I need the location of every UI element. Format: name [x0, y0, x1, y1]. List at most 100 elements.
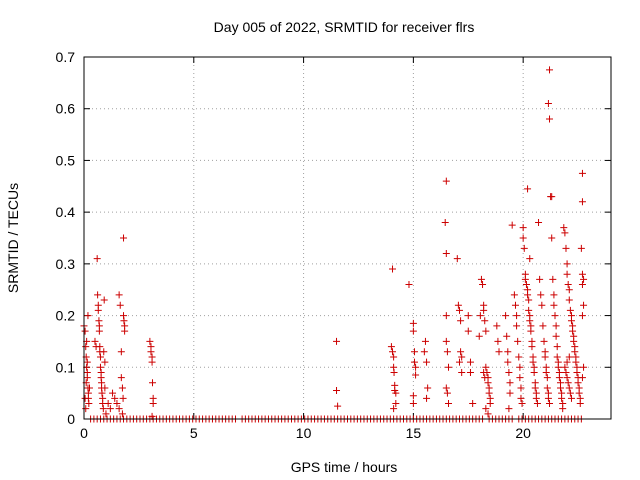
data-point	[519, 234, 527, 242]
data-point	[392, 399, 400, 407]
data-point	[525, 306, 533, 314]
data-point	[464, 312, 472, 320]
data-point	[333, 387, 341, 395]
data-point	[482, 327, 490, 335]
data-point	[551, 312, 559, 320]
y-axis-label: SRMTID / TECUs	[5, 183, 21, 293]
data-point	[120, 234, 128, 242]
data-point	[81, 394, 89, 402]
data-point	[115, 291, 123, 299]
data-point	[409, 327, 417, 335]
data-point	[502, 312, 510, 320]
data-point	[524, 185, 532, 193]
data-point	[121, 327, 129, 335]
data-point	[546, 66, 554, 74]
data-point	[519, 224, 527, 232]
data-point	[482, 363, 490, 371]
x-tick-label: 10	[296, 425, 312, 441]
plot-frame	[83, 56, 612, 420]
data-point	[84, 384, 92, 392]
data-point	[569, 327, 577, 335]
data-point	[149, 399, 157, 407]
data-point	[484, 410, 492, 418]
data-point	[505, 405, 513, 413]
data-point	[516, 374, 524, 382]
chart-title: Day 005 of 2022, SRMTID for receiver flr…	[214, 19, 475, 35]
data-point	[553, 343, 561, 351]
data-point	[565, 296, 573, 304]
y-tick-label: 0.1	[56, 359, 76, 375]
data-point	[118, 384, 126, 392]
data-point	[578, 374, 586, 382]
data-point	[541, 353, 549, 361]
data-point	[494, 337, 502, 345]
y-tick-label: 0.4	[56, 204, 76, 220]
data-point	[532, 394, 540, 402]
data-point	[521, 275, 529, 283]
data-point	[469, 399, 477, 407]
data-point	[513, 322, 521, 330]
data-point	[563, 374, 571, 382]
data-point	[100, 296, 108, 304]
y-tick-label: 0.3	[56, 256, 76, 272]
data-point	[549, 275, 557, 283]
data-point	[516, 363, 524, 371]
data-point	[421, 337, 429, 345]
data-point	[513, 312, 521, 320]
data-point	[572, 358, 580, 366]
data-point	[552, 322, 560, 330]
data-point	[533, 399, 541, 407]
data-point	[119, 394, 127, 402]
data-point	[504, 348, 512, 356]
grid	[84, 56, 611, 419]
data-point	[480, 368, 488, 376]
data-point	[527, 327, 535, 335]
data-point	[83, 374, 91, 382]
data-point	[389, 348, 397, 356]
data-point	[111, 394, 119, 402]
data-point	[526, 255, 534, 263]
data-point	[555, 374, 563, 382]
data-point	[94, 291, 102, 299]
data-point	[442, 250, 450, 258]
data-point	[529, 358, 537, 366]
data-point	[443, 348, 451, 356]
data-point	[564, 379, 572, 387]
data-point	[563, 260, 571, 268]
data-point	[556, 384, 564, 392]
data-point	[146, 337, 154, 345]
data-point	[464, 327, 472, 335]
data-point	[576, 399, 584, 407]
data-point	[84, 312, 92, 320]
data-point	[543, 384, 551, 392]
data-point	[148, 358, 156, 366]
data-point	[538, 301, 546, 309]
data-point	[564, 281, 572, 289]
data-point	[116, 301, 124, 309]
data-point	[571, 348, 579, 356]
data-point	[424, 384, 432, 392]
y-tick-label: 0.2	[56, 308, 76, 324]
data-point	[530, 368, 538, 376]
y-tick-label: 0.5	[56, 152, 76, 168]
data-point	[81, 327, 89, 335]
data-point	[485, 389, 493, 397]
data-point	[96, 363, 104, 371]
data-point	[561, 229, 569, 237]
data-point	[553, 353, 561, 361]
data-point	[525, 296, 533, 304]
data-point	[537, 291, 545, 299]
data-point	[104, 399, 112, 407]
data-point	[517, 384, 525, 392]
data-point	[458, 368, 466, 376]
data-point	[558, 394, 566, 402]
data-point	[99, 405, 107, 413]
data-point	[562, 244, 570, 252]
data-point	[480, 306, 488, 314]
data-point	[445, 399, 453, 407]
data-point	[410, 348, 418, 356]
data-point	[420, 348, 428, 356]
data-point	[100, 348, 108, 356]
data-point	[567, 394, 575, 402]
